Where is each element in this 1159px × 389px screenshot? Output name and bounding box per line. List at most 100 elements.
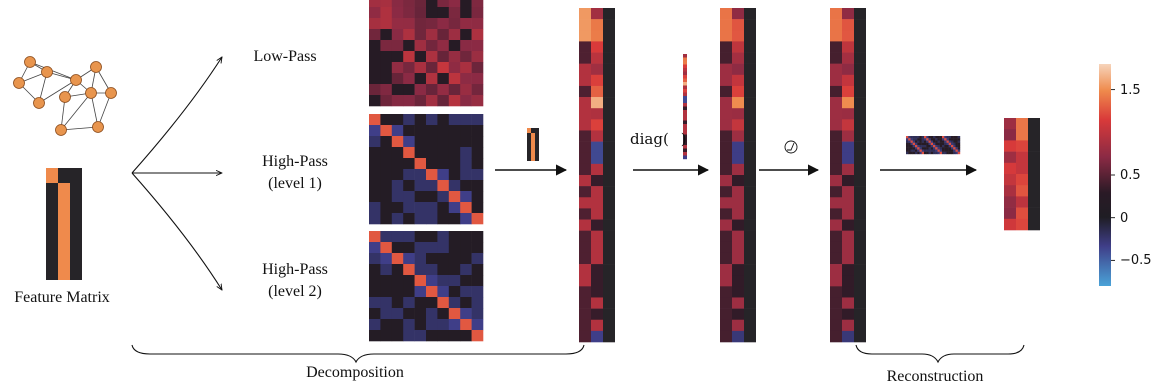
column-cell [842,330,854,343]
mini-filter-cell [935,149,938,152]
column-cell [842,175,854,187]
column-cell [830,241,842,254]
filter-cell [460,275,472,287]
column-cell [732,8,744,20]
column-cell [842,286,854,298]
filter-cell [403,147,415,159]
filter-cell [471,147,484,159]
output-cell [1028,185,1040,197]
mini-filter-cell [930,151,934,155]
graph-edge [29,61,77,81]
output-cell [1016,218,1028,231]
column-cell [603,74,615,87]
column-cell [720,63,732,76]
column-cell [830,52,842,64]
column-cell [744,219,756,231]
mini-filter-cell [955,140,958,143]
filter-cell [380,40,393,52]
diag-cell [683,148,687,153]
column-cell [579,41,591,53]
column-cell [591,208,603,220]
filter-cell [426,95,438,107]
mini-filter-cell [948,147,952,150]
column-cell [744,319,756,332]
mini-filter-cell [937,138,940,141]
filter-cell [437,51,450,63]
filter-cell [448,213,461,225]
filter-cell [437,308,450,320]
output-cell [1004,151,1016,164]
mini-filter-cell [937,140,940,143]
filter-cell [460,264,472,276]
filter-cell [369,0,381,8]
column-cell [603,308,615,321]
mini-filter-cell [915,149,918,152]
mini-filter-cell [910,140,913,143]
column-cell [591,297,603,309]
column-cell [732,197,744,209]
column-cell [603,275,615,287]
filter-cell [448,62,461,74]
filter-cell [380,191,393,203]
column-cell [603,152,615,165]
filter-cell [426,7,438,19]
column-cell [842,8,854,20]
mini-filter-cell [928,142,931,146]
column-cell [579,275,591,287]
filter-cell [403,202,415,214]
diag-cell [683,145,687,149]
output-cell [1004,207,1016,220]
column-cell [603,264,615,276]
output-cell [1016,140,1028,152]
filter-cell [391,136,404,148]
column-cell [744,241,756,254]
filter-cell [369,286,381,298]
filter-cell [471,286,484,298]
column-cell [591,8,603,20]
filter-cell [369,84,381,96]
mini-filter-cell [908,140,911,143]
column-cell [720,241,732,254]
filter-cell [414,147,427,159]
filter-cell [448,73,461,85]
colorbar-tick-label: 0 [1120,210,1129,226]
column-cell [591,41,603,53]
filter-cell [403,51,415,63]
filter-cell [369,40,381,52]
column-cell [744,97,756,109]
column-cell [720,19,732,31]
column-cell [744,108,756,120]
mini-filter-cell [926,147,929,150]
column-cell [591,74,603,87]
output-cell [1004,129,1016,141]
mini-filter-cell [939,140,943,143]
column-cell [720,141,732,154]
column-cell [842,208,854,220]
column-cell [842,264,854,276]
column-cell [744,330,756,343]
filter-cell [426,231,438,243]
filter-cell [448,264,461,276]
column-cell [744,252,756,265]
output-cell [1028,207,1040,220]
filter-cell [460,330,472,342]
mini-filter-cell [951,138,954,141]
mini-filter-cell [926,142,929,146]
column-cell [854,297,866,309]
column-cell [720,208,732,220]
filter-cell [437,264,450,276]
column-cell [720,52,732,64]
mini-filter-cell [933,140,936,143]
column-cell [732,85,744,98]
filter-cell [437,191,450,203]
mini-filter-cell [944,136,947,139]
output-cell [1016,129,1028,141]
column-cell [603,130,615,142]
filter-cell [448,29,461,41]
diag-cell [683,96,687,100]
decomposition-brace [131,344,585,364]
filter-cell [369,297,381,309]
filter-cell [460,51,472,63]
column-cell [720,30,732,42]
mini-filter-cell [926,140,929,143]
